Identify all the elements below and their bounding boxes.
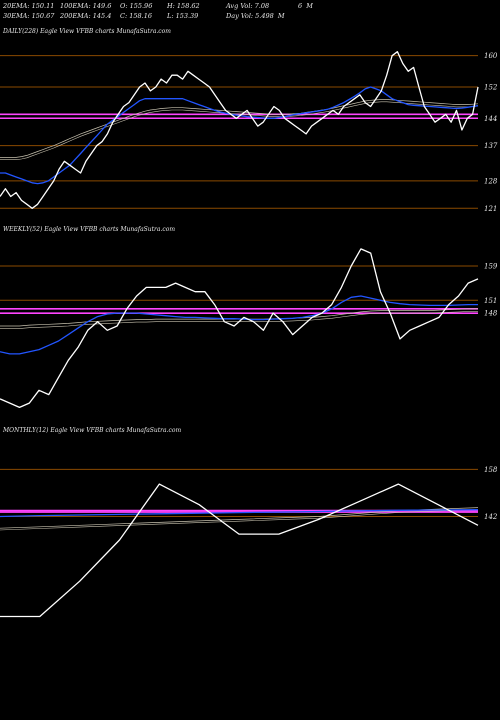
ema-slow-series-0 [0,99,479,158]
tick-label-2-1: 142 [484,513,498,521]
ema20-readout: 20EMA: 150.11 [3,2,55,10]
close-readout: C: 158.16 [120,12,152,20]
ema200-readout: 200EMA: 145.4 [60,12,112,20]
tick-label-1-2: 148 [484,310,498,318]
price-series-0 [0,51,479,209]
tick-label-0-4: 128 [484,177,498,185]
low-readout: L: 153.39 [167,12,199,20]
ema-slow-series-1 [0,308,478,327]
tick-label-1-1: 151 [484,297,497,305]
ema-slow-series-b-2 [0,509,479,531]
panel-label-2: MONTHLY(12) Eagle View VFBB charts Munaf… [2,427,181,434]
ema-fast-series-1 [0,295,478,355]
tick-label-0-2: 144 [484,115,497,123]
price-series-1 [0,248,479,409]
day-vol-readout: Day Vol: 5.498 M [226,12,285,20]
panel-label-1: WEEKLY(52) Eagle View VFBB charts Munafa… [3,226,175,233]
avg-vol-unit: 6 M [298,2,313,10]
tick-label-1-0: 159 [484,263,498,271]
panel-label-0: DAILY(228) Eagle View VFBB charts Munafa… [2,28,171,35]
ema100-readout: 100EMA: 149.6 [60,2,112,10]
price-series-2 [0,483,479,618]
ema-slow-series-b-1 [0,311,478,329]
high-readout: H: 158.62 [167,2,200,10]
ema30-readout: 30EMA: 150.67 [3,12,55,20]
tick-label-0-0: 160 [484,52,498,60]
tick-label-0-3: 137 [484,142,498,150]
ema-fast-series-2 [0,509,479,518]
tick-label-0-5: 121 [484,205,497,213]
tick-label-0-1: 152 [484,83,498,91]
open-readout: O: 155.96 [120,2,153,10]
avg-vol-readout: Avg Vol: 7.08 [226,2,270,10]
ema-fast-series-0 [0,86,479,185]
tick-label-2-0: 158 [484,466,498,474]
ema-slow-series-b-0 [0,101,479,160]
